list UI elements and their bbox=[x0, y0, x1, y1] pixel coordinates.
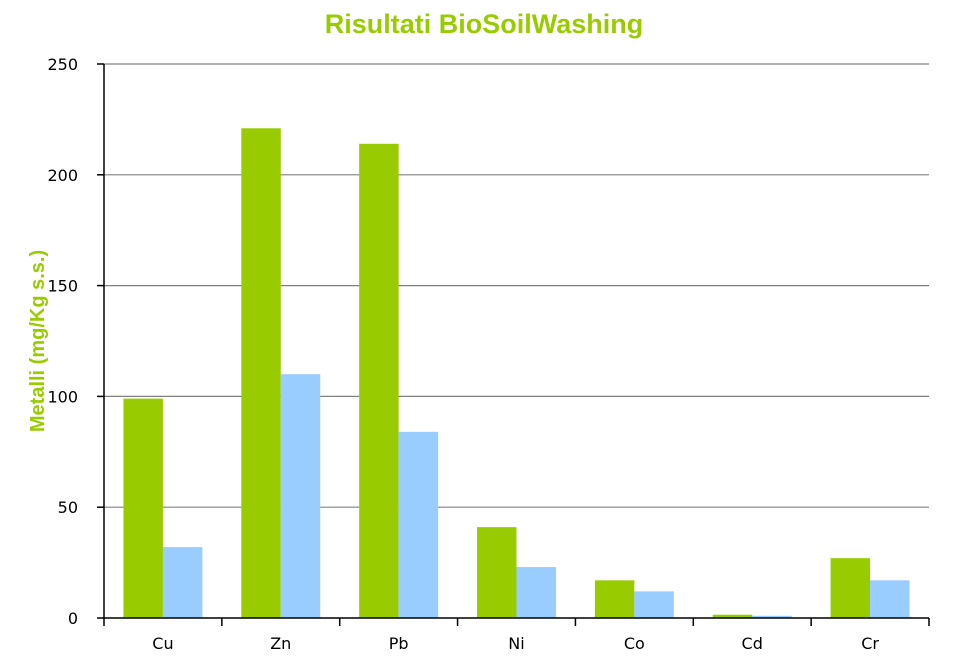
x-tick-label: Ni bbox=[508, 634, 524, 653]
bar-ni-series-2 bbox=[516, 567, 556, 618]
bar-cu-series-2 bbox=[162, 547, 203, 618]
bar-cr-series-1 bbox=[830, 558, 871, 618]
x-tick-label: Cu bbox=[152, 634, 173, 653]
bar-co-series-2 bbox=[634, 591, 674, 618]
bar-cu-series-1 bbox=[123, 398, 163, 618]
x-tick-label: Cd bbox=[742, 634, 763, 653]
y-tick-label: 0 bbox=[68, 609, 78, 628]
bars bbox=[123, 128, 910, 618]
y-tick-label: 150 bbox=[47, 277, 78, 296]
y-axis-label: Metalli (mg/Kg s.s.) bbox=[27, 250, 49, 432]
x-tick-label: Pb bbox=[389, 634, 409, 653]
x-tick-label: Co bbox=[624, 634, 645, 653]
bar-cr-series-2 bbox=[870, 580, 910, 618]
bar-zn-series-2 bbox=[280, 374, 321, 618]
x-tick-label: Zn bbox=[270, 634, 291, 653]
bar-co-series-1 bbox=[594, 580, 635, 618]
y-tick-label: 50 bbox=[58, 498, 78, 517]
bar-pb-series-2 bbox=[398, 431, 439, 618]
axes bbox=[97, 63, 930, 626]
y-tick-label: 100 bbox=[47, 387, 78, 406]
bar-zn-series-1 bbox=[241, 128, 281, 618]
bar-cd-series-2 bbox=[752, 615, 792, 618]
chart-title: Risultati BioSoilWashing bbox=[325, 9, 644, 39]
bar-ni-series-1 bbox=[477, 527, 517, 618]
y-tick-label: 200 bbox=[47, 166, 78, 185]
bar-cd-series-1 bbox=[712, 614, 753, 618]
x-tick-label: Cr bbox=[861, 634, 879, 653]
bar-pb-series-1 bbox=[359, 143, 399, 618]
tick-labels: 0 50 100 150 200 250 Cu Zn Pb Ni Co Cd Cr bbox=[47, 55, 879, 653]
y-tick-label: 250 bbox=[47, 55, 78, 74]
gridlines bbox=[104, 63, 929, 508]
